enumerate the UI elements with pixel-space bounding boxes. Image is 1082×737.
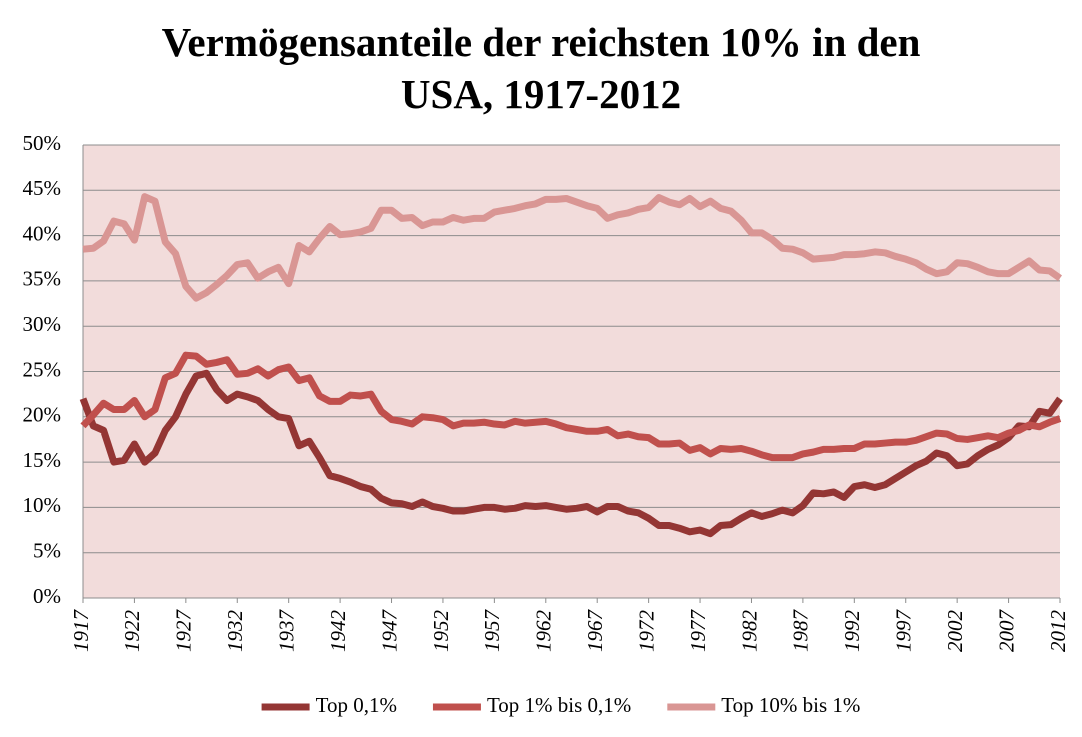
x-tick-label: 1947 bbox=[377, 609, 401, 653]
y-tick-label: 25% bbox=[23, 357, 62, 381]
x-tick-label: 2002 bbox=[943, 610, 967, 653]
title-box: Vermögensanteile der reichsten 10% in de… bbox=[0, 16, 1082, 120]
x-tick-label: 1997 bbox=[892, 609, 916, 653]
y-tick-label: 35% bbox=[23, 267, 62, 291]
x-tick-label: 1987 bbox=[789, 609, 813, 653]
x-tick-label: 1937 bbox=[274, 609, 298, 653]
x-tick-label: 1967 bbox=[583, 609, 607, 653]
y-tick-label: 50% bbox=[23, 131, 62, 155]
series-line bbox=[79, 369, 1063, 538]
x-tick-label: 1982 bbox=[737, 610, 761, 653]
y-tick-label: 30% bbox=[23, 312, 62, 336]
y-tick-label: 40% bbox=[23, 221, 62, 245]
series-line bbox=[82, 193, 1063, 302]
x-tick-label: 2012 bbox=[1046, 610, 1070, 653]
x-tick-label: 1917 bbox=[69, 609, 93, 653]
y-tick-label: 15% bbox=[23, 448, 62, 472]
chart-title: Vermögensanteile der reichsten 10% in de… bbox=[161, 19, 921, 117]
x-tick-label: 1952 bbox=[429, 610, 453, 653]
x-tick-label: 1957 bbox=[480, 609, 504, 653]
y-tick-label: 45% bbox=[23, 176, 62, 200]
y-tick-label: 5% bbox=[33, 539, 61, 563]
x-tick-label: 1972 bbox=[634, 610, 658, 653]
legend-label: Top 0,1% bbox=[316, 693, 397, 717]
x-tick-label: 1922 bbox=[120, 610, 144, 653]
legend-label: Top 1% bis 0,1% bbox=[487, 693, 631, 717]
legend-label: Top 10% bis 1% bbox=[721, 693, 860, 717]
x-tick-label: 1977 bbox=[686, 609, 710, 653]
series-line bbox=[80, 351, 1062, 462]
x-tick-label: 1942 bbox=[326, 610, 350, 653]
x-tick-label: 1932 bbox=[223, 610, 247, 653]
y-tick-label: 10% bbox=[23, 493, 62, 517]
x-tick-label: 1927 bbox=[172, 609, 196, 653]
y-tick-label: 0% bbox=[33, 584, 61, 608]
x-tick-label: 1992 bbox=[840, 610, 864, 653]
x-tick-label: 1962 bbox=[532, 610, 556, 653]
x-tick-label: 2007 bbox=[994, 609, 1018, 653]
y-tick-label: 20% bbox=[23, 403, 62, 427]
